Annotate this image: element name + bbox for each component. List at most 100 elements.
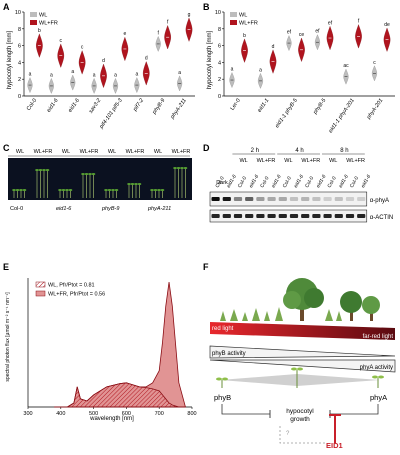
photo-panel-c: WL WL+FR WL WL+FR WL WL+FR WL WL+FR Col-0 eid1-6 p… xyxy=(8,149,192,212)
band-phya xyxy=(233,197,243,201)
cotyledon-mark xyxy=(88,173,92,175)
significance-letter: a xyxy=(178,70,181,76)
cotyledon-mark xyxy=(38,169,43,171)
significance-letter: b xyxy=(243,33,246,39)
red-light-label: red light xyxy=(212,326,234,332)
band-actin xyxy=(289,214,299,218)
category-label: Ler-0 xyxy=(230,98,242,112)
cotyledon-mark xyxy=(12,189,16,191)
legend-label: WL xyxy=(39,13,47,19)
band-phya xyxy=(312,197,321,201)
band-actin xyxy=(267,214,276,218)
band-actin xyxy=(312,214,321,218)
band-phya xyxy=(289,197,299,201)
band-phya xyxy=(323,197,332,201)
band-actin xyxy=(301,214,310,218)
genotype-label: phyA-211 xyxy=(147,206,171,212)
x-tick-label: 500 xyxy=(89,411,98,417)
significance-letter: a xyxy=(29,72,32,78)
time-label: 8 h xyxy=(340,148,348,154)
lane-label: eid1-6 xyxy=(338,174,350,189)
significance-letter: e xyxy=(123,31,126,37)
legend-label: WL, Pfr/Ptot = 0.81 xyxy=(48,283,95,289)
band-phya xyxy=(278,197,287,201)
band-actin xyxy=(278,214,287,218)
condition-label: WL+FR xyxy=(126,149,145,155)
band-actin xyxy=(211,214,220,218)
lane-label: Col-0 xyxy=(237,175,248,189)
x-tick-label: 800 xyxy=(187,411,196,417)
significance-letter: a xyxy=(50,72,53,78)
legend-label: WL+FR xyxy=(239,21,258,27)
condition-label: WL xyxy=(239,158,247,164)
cotyledon-mark xyxy=(15,189,20,191)
significance-letter: ce xyxy=(299,32,305,38)
cotyledon-mark xyxy=(130,183,135,185)
significance-letter: a xyxy=(71,69,74,75)
blot-phya xyxy=(209,191,368,207)
lane-label: Col-0 xyxy=(282,175,293,189)
condition-label: WL xyxy=(108,149,116,155)
red-light-band xyxy=(210,322,395,340)
condition-label: WL xyxy=(154,149,162,155)
cotyledon-mark xyxy=(176,167,181,169)
eid1-label: EID1 xyxy=(326,441,343,450)
category-label: eid1-1 phyA-201 xyxy=(328,98,356,135)
genotype-label: phyB-9 xyxy=(101,206,119,212)
cotyledon-mark xyxy=(22,189,27,191)
legend-swatch xyxy=(230,12,237,17)
legend-label: WL+FR xyxy=(39,21,58,27)
cotyledon-mark xyxy=(111,189,115,191)
lane-label: eid1-6 xyxy=(226,174,238,189)
phya-inhibition-line xyxy=(330,404,379,415)
cotyledon-mark xyxy=(84,173,89,175)
x-tick-label: 600 xyxy=(122,411,131,417)
category-label: phyB-9 xyxy=(151,98,166,117)
phya-activity-wedge xyxy=(209,359,396,373)
panel-letter-a: A xyxy=(3,2,10,12)
category-label: pif4-101 pif5-3 xyxy=(98,97,124,131)
condition-label: WL+FR xyxy=(346,158,365,164)
legend-label: WL+FR, Pfr/Ptot = 0.56 xyxy=(48,292,105,298)
band-actin xyxy=(357,214,366,218)
band-phya xyxy=(256,197,265,201)
spectrum-series xyxy=(54,382,186,408)
phyb-inhibition-line xyxy=(221,404,270,415)
phyb-label: phyB xyxy=(214,393,231,402)
phyb-activity-wedge xyxy=(209,345,396,359)
chart-a: hypocotyl length [mm] 0 2 4 6 8 10 a b Col-0 a c ei… xyxy=(7,10,195,131)
significance-letter: b xyxy=(38,28,41,34)
y-tick-label: 10 xyxy=(15,10,21,16)
cotyledon-mark xyxy=(45,169,50,171)
cotyledon-mark xyxy=(81,173,85,175)
significance-letter: a xyxy=(93,72,96,78)
chart-a-ylabel: hypocotyl length [mm] xyxy=(7,30,13,89)
band-phya xyxy=(222,197,231,201)
legend-label: WL xyxy=(239,13,247,19)
y-tick-label: 8 xyxy=(218,27,221,33)
cotyledon-mark xyxy=(137,183,142,185)
cotyledon-mark xyxy=(19,189,23,191)
eid1-dashed-line xyxy=(279,425,325,444)
significance-letter: ef xyxy=(315,29,320,35)
chart-b: hypocotyl length [mm] 0 2 4 6 8 10 a b Ler-0 a d ei… xyxy=(207,10,395,135)
legend-swatch xyxy=(230,20,237,25)
category-label: eid1-6 xyxy=(46,97,60,114)
legend-swatch xyxy=(35,290,46,297)
significance-letter: de xyxy=(384,22,390,28)
significance-letter: a xyxy=(231,66,234,72)
panel-letter-b: B xyxy=(203,2,210,12)
far-red-light-label: far-red light xyxy=(363,334,394,340)
legend-swatch xyxy=(30,20,37,25)
x-tick-label: 400 xyxy=(56,411,65,417)
band-phya xyxy=(245,197,254,201)
y-tick-label: 6 xyxy=(18,44,21,50)
condition-label: WL+FR xyxy=(172,149,191,155)
band-phya xyxy=(267,197,276,201)
phyb-activity-label: phyB activity xyxy=(212,351,246,357)
band-actin xyxy=(345,214,355,218)
lane-label: Col-0 xyxy=(259,175,270,189)
cotyledon-mark xyxy=(68,189,73,191)
significance-letter: c xyxy=(373,60,376,66)
